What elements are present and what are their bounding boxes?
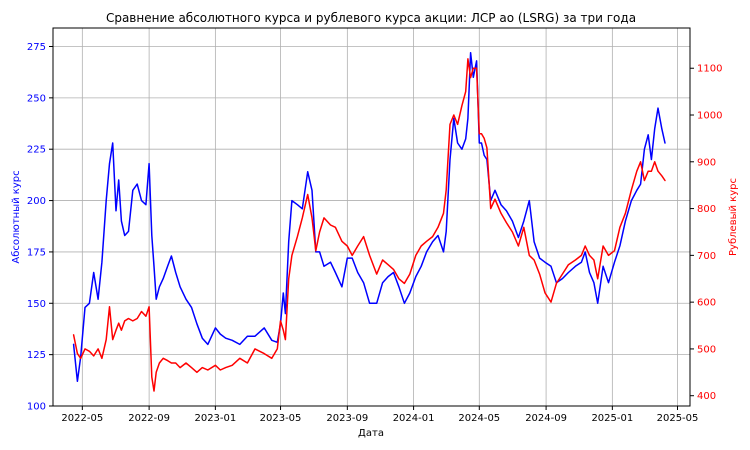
x-tick-label: 2022-05 xyxy=(61,413,103,424)
y-tick-label-left: 175 xyxy=(27,247,46,258)
y-tick-label-right: 1000 xyxy=(697,111,722,122)
y-tick-label-right: 600 xyxy=(697,298,716,309)
y-tick-label-right: 400 xyxy=(697,391,716,402)
x-tick-label: 2025-01 xyxy=(591,413,633,424)
series-line-ruble xyxy=(72,58,666,392)
y-tick-label-left: 225 xyxy=(27,145,46,156)
x-tick-label: 2023-09 xyxy=(326,413,368,424)
right-axis: 400 500 600 700 800 900 1000 1100 xyxy=(690,64,722,402)
x-tick-label: 2024-09 xyxy=(525,413,567,424)
series-line-absolute xyxy=(72,51,666,383)
y-tick-label-right: 700 xyxy=(697,251,716,262)
y-tick-label-left: 200 xyxy=(27,196,46,207)
x-axis: 2022-05 2022-09 2023-01 2023-05 2023-09 2024-… xyxy=(61,406,698,424)
y-tick-label-right: 1100 xyxy=(697,64,722,75)
y-tick-label-right: 800 xyxy=(697,204,716,215)
series-layer xyxy=(72,51,666,392)
y-tick-label-right: 500 xyxy=(697,344,716,355)
x-tick-label: 2024-05 xyxy=(458,413,500,424)
x-tick-label: 2023-05 xyxy=(260,413,302,424)
x-tick-label: 2022-09 xyxy=(128,413,170,424)
y-tick-label-left: 275 xyxy=(27,42,46,53)
left-axis: 100 125 150 175 200 225 250 275 xyxy=(27,42,53,413)
y-tick-label-left: 125 xyxy=(27,350,46,361)
y-tick-label-left: 150 xyxy=(27,299,46,310)
y-tick-label-left: 100 xyxy=(27,402,46,413)
x-tick-label: 2023-01 xyxy=(194,413,236,424)
plot-frame xyxy=(52,27,691,407)
y-tick-label-right: 900 xyxy=(697,157,716,168)
x-tick-label: 2024-01 xyxy=(393,413,435,424)
chart-title: Сравнение абсолютного курса и рублевого … xyxy=(106,11,636,25)
y-axis-title-left: Абсолютный курс xyxy=(11,170,22,263)
x-tick-label: 2025-05 xyxy=(657,413,699,424)
x-axis-title: Дата xyxy=(358,428,384,439)
y-tick-label-left: 250 xyxy=(27,93,46,104)
grid xyxy=(53,28,690,407)
y-axis-title-right: Рублевый курс xyxy=(728,178,739,256)
